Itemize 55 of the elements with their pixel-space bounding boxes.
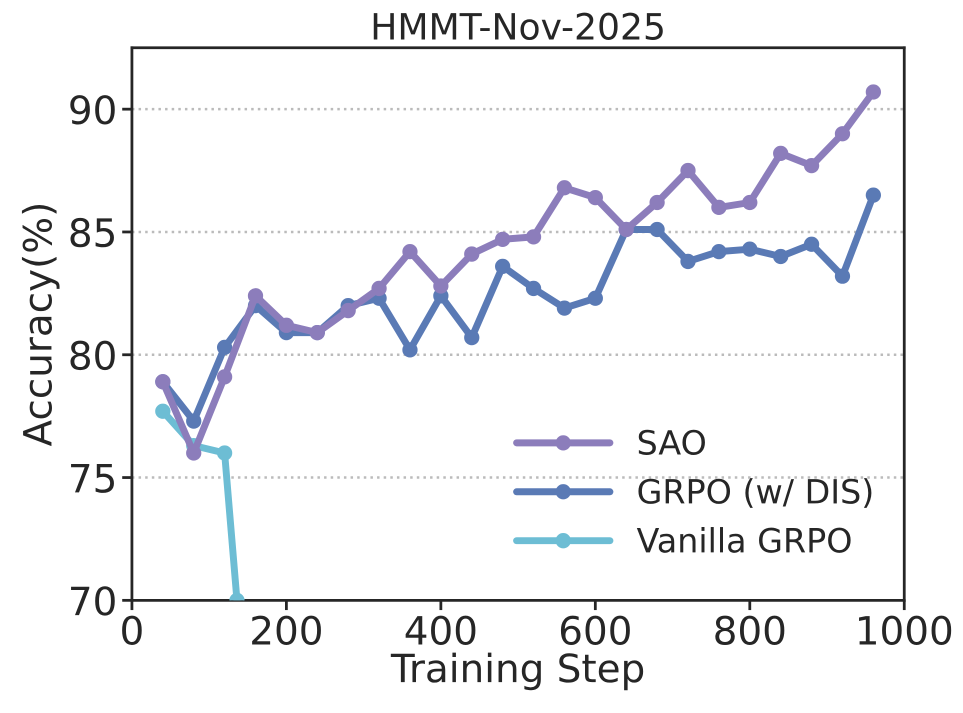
point [588,290,603,306]
point [464,330,480,346]
point [680,254,696,270]
point [866,187,882,203]
point [216,445,232,461]
x-tick-label: 400 [406,616,476,646]
legend-label: Vanilla GRPO [636,527,851,553]
point [556,300,572,316]
point [495,258,510,274]
x-axis-title: Training Step [390,652,644,690]
point [340,302,356,318]
point [526,229,542,245]
legend-label: SAO [638,430,705,455]
y-axis-title: Accuracy(%) [22,204,60,446]
point [216,340,232,356]
point [742,242,758,257]
y-tick-label: 85 [70,218,114,248]
point [649,194,665,210]
point [866,84,882,100]
point [711,200,727,216]
point [402,342,418,358]
point [773,248,788,264]
point [804,158,820,174]
x-tick-label: 0 [122,616,142,646]
x-tick-label: 200 [252,616,321,646]
chart-title: HMMT-Nov-2025 [374,12,663,40]
point [556,180,572,196]
y-tick-label: 70 [71,586,115,616]
point [186,413,202,429]
point [742,194,758,210]
point [649,222,665,238]
y-tick-label: 90 [70,95,115,124]
x-tick-label: 600 [560,616,630,646]
point [495,232,510,247]
x-tick-label: 1000 [859,616,952,646]
point [711,244,727,260]
point [278,318,294,333]
point [371,280,387,296]
point [402,244,418,260]
point [834,126,850,142]
point [526,280,542,296]
x-tick-label: 800 [715,616,784,646]
point [588,190,603,206]
point [680,162,696,178]
point [433,278,448,294]
y-tick-label: 75 [71,464,114,493]
point [216,369,232,384]
point [773,146,788,162]
point [248,288,264,304]
point [464,246,480,262]
point [834,268,850,284]
y-tick-label: 80 [70,340,115,370]
legend-label: GRPO (w/ DIS) [638,478,872,508]
point [155,404,170,419]
point [804,236,820,252]
